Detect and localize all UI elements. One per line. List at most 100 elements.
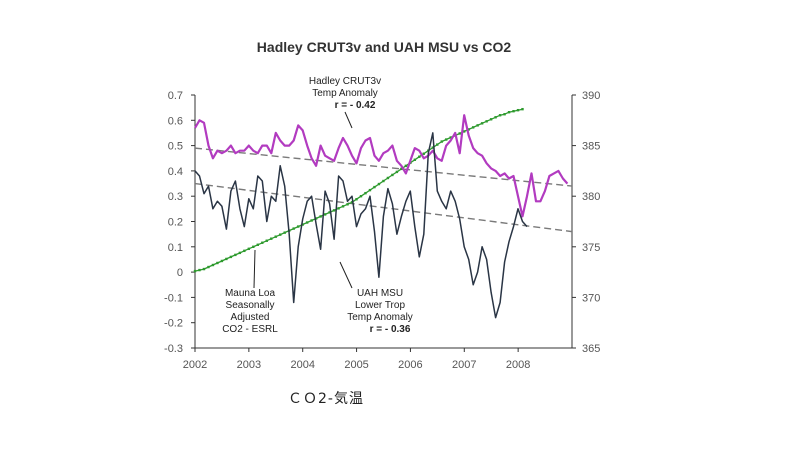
co2-point — [202, 267, 206, 271]
y-right-tick-label: 375 — [582, 242, 600, 254]
co2-point — [382, 179, 385, 183]
co2-point — [395, 170, 399, 174]
co2-point — [418, 155, 421, 158]
y-left-tick-label: -0.1 — [164, 292, 183, 304]
co2-point — [341, 205, 345, 208]
co2-point — [355, 198, 358, 201]
y-left-tick-label: -0.3 — [164, 343, 183, 355]
co2-point — [458, 132, 461, 135]
y-left-tick-label: 0.4 — [168, 166, 183, 178]
co2-point — [476, 124, 479, 127]
uah-series-line — [194, 132, 528, 319]
co2-point — [521, 107, 524, 111]
co2-point — [283, 231, 286, 234]
annotation-text: Hadley CRUT3v — [309, 76, 381, 87]
y-right-tick-label: 390 — [582, 90, 600, 102]
annotation-stat: r = - 0.42 — [335, 100, 376, 111]
y-left-tick-label: -0.2 — [164, 318, 183, 330]
co2-point — [296, 225, 300, 228]
co2-point — [467, 128, 470, 131]
annotation-text: Adjusted — [231, 312, 270, 323]
co2-point — [225, 257, 228, 261]
y-left-tick-label: 0.6 — [168, 115, 183, 127]
axes: 0.7 0.6 0.5 0.4 0.3 0.2 0.1 0 -0.1 -0.2 -0.3 390 385… — [164, 90, 600, 371]
annotation-text: Seasonally — [226, 300, 275, 311]
co2-point — [332, 209, 336, 212]
co2-point — [238, 251, 242, 255]
y-left-tick-label: 0.7 — [168, 90, 183, 102]
uah-trend-line — [194, 182, 573, 233]
annotation-text: Temp Anomaly — [347, 312, 413, 323]
co2-point — [310, 219, 313, 222]
co2-point — [314, 217, 318, 220]
co2-point — [494, 116, 497, 119]
y-right-tick-label: 380 — [582, 191, 600, 203]
co2-point — [229, 255, 233, 259]
co2-point — [234, 253, 237, 257]
figure-caption: ＣＯ2-気温 — [288, 391, 364, 407]
y-left-tick-label: 0 — [177, 267, 183, 279]
co2-point — [216, 261, 219, 265]
annotation-leader — [339, 261, 353, 289]
co2-point — [436, 143, 439, 146]
y-left-tick-label: 0.3 — [168, 191, 183, 203]
co2-point — [471, 126, 475, 129]
co2-point — [211, 263, 215, 267]
co2-point — [440, 140, 443, 143]
co2-point — [346, 203, 349, 206]
co2-point — [207, 265, 210, 269]
co2-point — [319, 215, 322, 218]
x-tick-label: 2006 — [398, 359, 422, 371]
trend-lines — [194, 147, 573, 233]
co2-point — [377, 182, 381, 186]
co2-point — [512, 109, 515, 113]
hadcrut-trend-line — [194, 147, 573, 187]
y-left-tick-label: 0.1 — [168, 242, 183, 254]
annotation-text: UAH MSU — [357, 288, 403, 299]
y-left-tick-label: 0.5 — [168, 141, 183, 153]
co2-point — [445, 138, 448, 141]
co2-point — [368, 188, 372, 192]
x-tick-label: 2004 — [290, 359, 314, 371]
x-tick-label: 2008 — [506, 359, 530, 371]
x-tick-label: 2003 — [237, 359, 261, 371]
co2-point — [323, 213, 327, 216]
co2-point — [270, 237, 273, 240]
co2-point — [462, 130, 466, 133]
co2-point — [328, 211, 331, 214]
x-tick-label: 2007 — [452, 359, 476, 371]
x-tick-label: 2005 — [344, 359, 368, 371]
co2-point — [373, 185, 376, 189]
y-right-tick-label: 370 — [582, 292, 600, 304]
co2-point — [305, 221, 309, 224]
co2-point — [485, 120, 488, 123]
co2-point — [386, 176, 390, 180]
co2-point — [247, 247, 251, 251]
y-right-tick-label: 385 — [582, 141, 600, 153]
co2-point — [350, 201, 354, 204]
co2-point — [507, 111, 511, 114]
co2-point — [337, 207, 340, 210]
co2-point — [265, 239, 268, 242]
co2-point — [413, 158, 417, 161]
co2-point — [261, 241, 264, 244]
co2-point — [489, 118, 493, 121]
co2-point — [480, 122, 484, 125]
co2-point — [256, 243, 260, 246]
co2-point — [279, 233, 282, 236]
co2-point — [404, 164, 408, 168]
annotation-text: CO2 - ESRL — [222, 324, 278, 335]
annotation-text: Temp Anomaly — [312, 88, 378, 99]
annotation-leader — [253, 249, 256, 289]
co2-point — [220, 259, 224, 263]
co2-point — [498, 114, 502, 117]
co2-point — [193, 269, 197, 273]
co2-point — [431, 146, 434, 149]
co2-point — [516, 108, 520, 112]
chart-title: Hadley CRUT3v and UAH MSU vs CO2 — [257, 39, 512, 55]
co2-point — [364, 191, 367, 195]
